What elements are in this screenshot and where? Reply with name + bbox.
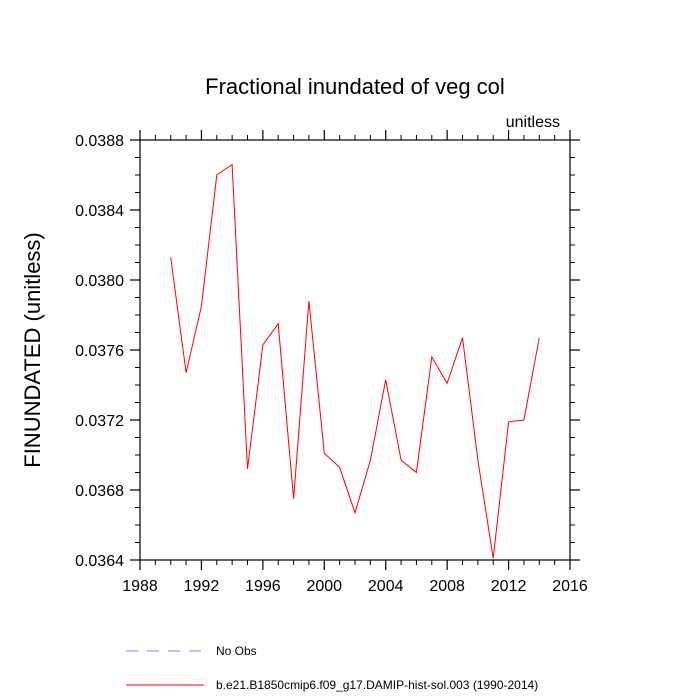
legend: No Obs b.e21.B1850cmip6.f09_g17.DAMIP-his… bbox=[126, 644, 538, 692]
y-tick-label: 0.0376 bbox=[75, 343, 124, 360]
x-tick-label: 2016 bbox=[552, 578, 588, 595]
y-tick-label: 0.0380 bbox=[75, 273, 124, 290]
chart-title: Fractional inundated of veg col bbox=[205, 74, 505, 99]
y-tick-label: 0.0384 bbox=[75, 203, 124, 220]
x-tick-label: 2012 bbox=[491, 578, 527, 595]
series-layer bbox=[170, 163, 540, 559]
y-tick-label: 0.0368 bbox=[75, 483, 124, 500]
y-tick-label: 0.0372 bbox=[75, 413, 124, 430]
x-tick-label: 2008 bbox=[429, 578, 465, 595]
series-line bbox=[170, 163, 540, 559]
x-tick-label: 1996 bbox=[245, 578, 281, 595]
y-tick-label: 0.0388 bbox=[75, 133, 124, 150]
legend-label: No Obs bbox=[216, 644, 257, 658]
legend-label: b.e21.B1850cmip6.f09_g17.DAMIP-hist-sol.… bbox=[216, 678, 538, 692]
x-tick-label: 2004 bbox=[368, 578, 404, 595]
y-tick-label: 0.0364 bbox=[75, 553, 124, 570]
x-tick-label: 2000 bbox=[306, 578, 342, 595]
plot-frame bbox=[139, 139, 571, 561]
x-tick-label: 1992 bbox=[184, 578, 220, 595]
tick-labels: 1988 1992 1996 2000 2004 2008 2012 2016 0.0364 0.… bbox=[75, 133, 588, 595]
x-tick-label: 1988 bbox=[122, 578, 158, 595]
axis-ticks bbox=[130, 130, 580, 570]
units-label: unitless bbox=[506, 114, 560, 131]
y-axis-label: FINUNDATED (unitless) bbox=[20, 232, 45, 468]
